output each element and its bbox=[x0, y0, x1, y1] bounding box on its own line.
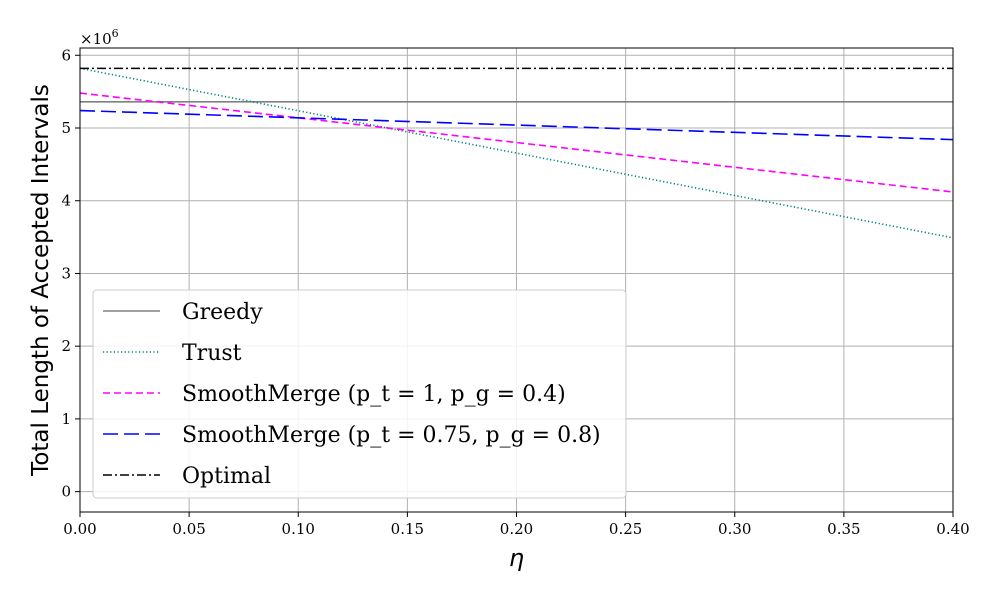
legend-entry: Optimal bbox=[182, 464, 271, 489]
legend-entry: SmoothMerge (p_t = 1, p_g = 0.4) bbox=[182, 382, 566, 407]
x-tick-label: 0.35 bbox=[827, 520, 860, 538]
y-axis-title: Total Length of Accepted Intervals bbox=[28, 84, 54, 477]
y-tick-label: 5 bbox=[61, 119, 71, 137]
ticks: 0.00 0.05 0.10 0.15 0.20 0.25 0.30 0.35 0.40 0 1 2 3… bbox=[61, 46, 969, 538]
series-line bbox=[79, 92, 954, 193]
x-tick-label: 0.10 bbox=[282, 520, 315, 538]
series-line bbox=[79, 67, 954, 239]
legend-entry: Trust bbox=[182, 341, 242, 366]
y-scale-label: ×106 bbox=[80, 27, 119, 48]
x-tick-label: 0.05 bbox=[172, 520, 205, 538]
series-line bbox=[79, 109, 954, 141]
y-tick-label: 2 bbox=[61, 337, 71, 355]
legend: Greedy Trust SmoothMerge (p_t = 1, p_g = 0… bbox=[92, 289, 627, 499]
x-axis-title: η bbox=[509, 544, 524, 572]
y-scale-base: ×10 bbox=[80, 30, 112, 48]
y-tick-label: 0 bbox=[61, 483, 71, 501]
x-tick-label: 0.00 bbox=[63, 520, 96, 538]
y-tick-label: 6 bbox=[61, 46, 71, 64]
x-tick-label: 0.25 bbox=[609, 520, 642, 538]
x-tick-label: 0.30 bbox=[718, 520, 751, 538]
legend-entry: Greedy bbox=[182, 300, 263, 325]
x-tick-label: 0.15 bbox=[391, 520, 424, 538]
x-tick-label: 0.40 bbox=[936, 520, 969, 538]
series-layer bbox=[79, 67, 954, 239]
y-tick-label: 1 bbox=[61, 410, 71, 428]
y-tick-label: 4 bbox=[61, 192, 71, 210]
y-tick-label: 3 bbox=[61, 264, 71, 282]
legend-box bbox=[92, 289, 627, 499]
y-scale-exponent: 6 bbox=[112, 27, 119, 40]
legend-entry: SmoothMerge (p_t = 0.75, p_g = 0.8) bbox=[182, 423, 601, 448]
x-tick-label: 0.20 bbox=[500, 520, 533, 538]
